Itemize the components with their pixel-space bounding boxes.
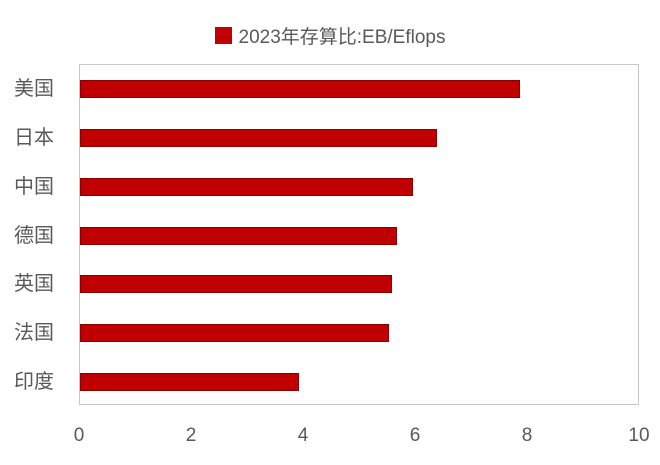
category-label: 印度 (14, 369, 54, 393)
category-label: 德国 (14, 223, 54, 247)
x-tick-label: 2 (185, 425, 197, 446)
x-tick-label: 10 (628, 425, 650, 446)
category-label: 日本 (14, 125, 54, 149)
legend-swatch (214, 27, 232, 44)
x-tick-label: 0 (73, 425, 85, 446)
bar (80, 227, 397, 245)
bar (80, 275, 392, 293)
bar (80, 178, 414, 196)
x-tick-label: 8 (521, 425, 533, 446)
legend-label: 2023年存算比:EB/Eflops (238, 27, 446, 48)
x-tick-label: 4 (297, 425, 309, 446)
category-label: 中国 (14, 174, 54, 198)
category-label: 英国 (14, 271, 54, 295)
bar (80, 373, 299, 391)
chart-legend: 2023年存算比:EB/Eflops (0, 22, 660, 49)
category-label: 美国 (14, 76, 54, 100)
x-tick-label: 6 (409, 425, 421, 446)
plot-area (79, 64, 639, 405)
bar (80, 80, 521, 98)
bar (80, 324, 390, 342)
category-label: 法国 (14, 320, 54, 344)
bar (80, 129, 438, 147)
